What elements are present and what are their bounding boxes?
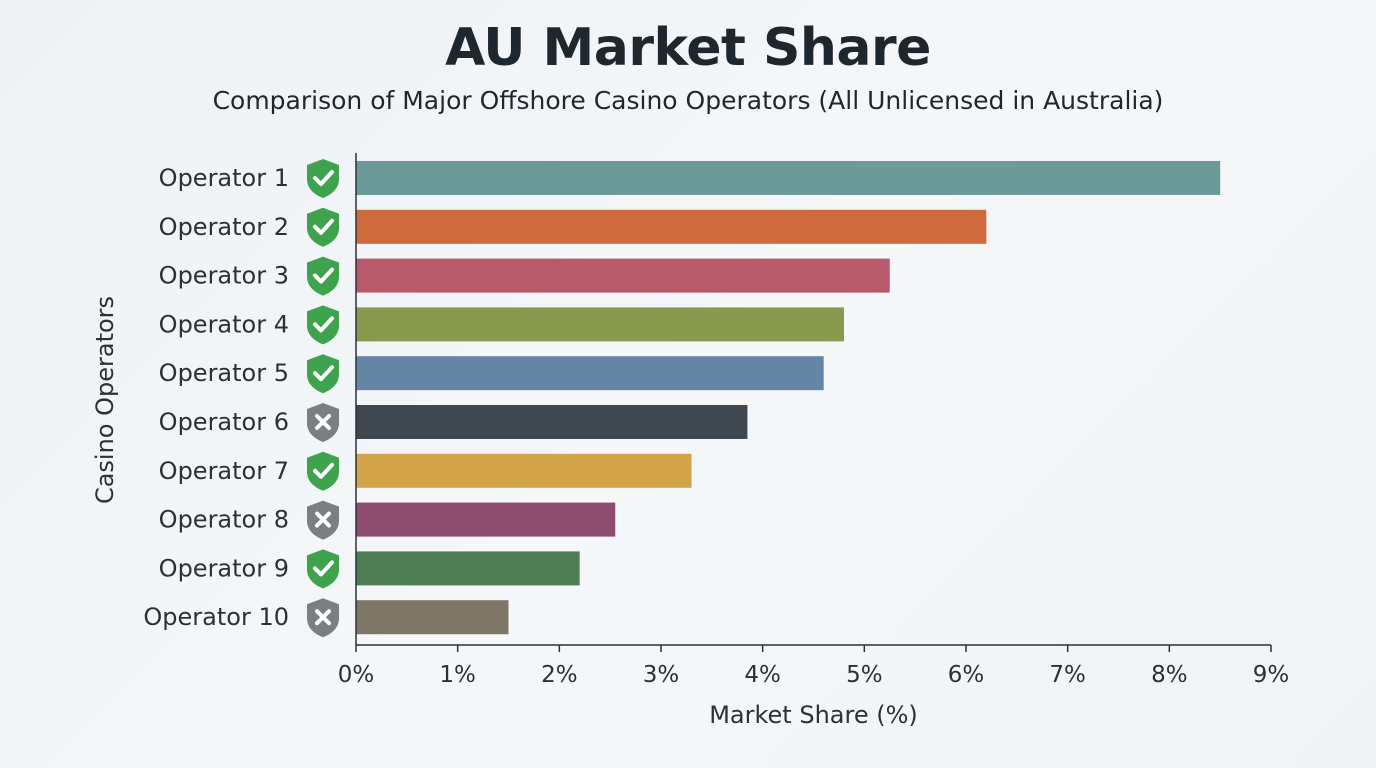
x-tick-label: 9% bbox=[1253, 662, 1290, 688]
check-shield-icon bbox=[307, 256, 339, 296]
x-axis: 0% 1% 2% 3% 4% 5% 6% 7% 8% 9% bbox=[338, 153, 1290, 688]
check-shield-icon bbox=[307, 207, 339, 247]
category-labels-layer: Operator 1 Operator 2 Operator 3 Operator 4… bbox=[143, 164, 289, 631]
y-axis-title: Casino Operators bbox=[91, 296, 119, 504]
x-axis-title: Market Share (%) bbox=[709, 701, 918, 729]
check-shield-icon bbox=[307, 354, 339, 394]
category-label: Operator 4 bbox=[159, 310, 289, 338]
check-shield-icon bbox=[307, 305, 339, 345]
category-label: Operator 8 bbox=[159, 506, 289, 534]
x-tick-label: 7% bbox=[1049, 662, 1086, 688]
bar-operator-4 bbox=[356, 307, 844, 342]
category-label: Operator 6 bbox=[159, 408, 289, 436]
x-tick-label: 2% bbox=[541, 662, 578, 688]
x-tick-label: 3% bbox=[643, 662, 680, 688]
x-tick-label: 1% bbox=[439, 662, 476, 688]
bar-operator-5 bbox=[356, 356, 824, 391]
category-label: Operator 9 bbox=[159, 554, 289, 582]
bar-operator-1 bbox=[356, 161, 1221, 195]
check-shield-icon bbox=[307, 159, 339, 198]
x-tick-label: 0% bbox=[338, 662, 375, 688]
category-label: Operator 5 bbox=[159, 359, 289, 387]
x-tick-label: 8% bbox=[1151, 662, 1188, 688]
x-tick-label: 5% bbox=[846, 662, 883, 688]
category-label: Operator 2 bbox=[159, 213, 289, 241]
check-shield-icon bbox=[307, 451, 339, 491]
bar-operator-10 bbox=[356, 600, 509, 635]
bars-layer bbox=[356, 161, 1221, 635]
cross-shield-icon bbox=[307, 500, 339, 540]
category-label: Operator 10 bbox=[143, 603, 289, 631]
cross-shield-icon bbox=[307, 403, 339, 442]
chart-title: AU Market Share bbox=[445, 18, 931, 78]
bar-operator-8 bbox=[356, 502, 616, 537]
bar-operator-9 bbox=[356, 551, 580, 586]
cross-shield-icon bbox=[307, 598, 339, 638]
check-shield-icon bbox=[307, 549, 339, 589]
category-label: Operator 7 bbox=[159, 457, 289, 485]
bar-operator-6 bbox=[356, 405, 748, 439]
bar-operator-7 bbox=[356, 453, 692, 488]
x-tick-label: 4% bbox=[744, 662, 781, 688]
chart-subtitle: Comparison of Major Offshore Casino Oper… bbox=[212, 86, 1164, 115]
bar-operator-3 bbox=[356, 258, 890, 293]
category-label: Operator 1 bbox=[159, 164, 289, 192]
status-icons-layer bbox=[307, 159, 339, 638]
category-label: Operator 3 bbox=[159, 262, 289, 290]
bar-operator-2 bbox=[356, 209, 987, 244]
x-tick-label: 6% bbox=[948, 662, 985, 688]
